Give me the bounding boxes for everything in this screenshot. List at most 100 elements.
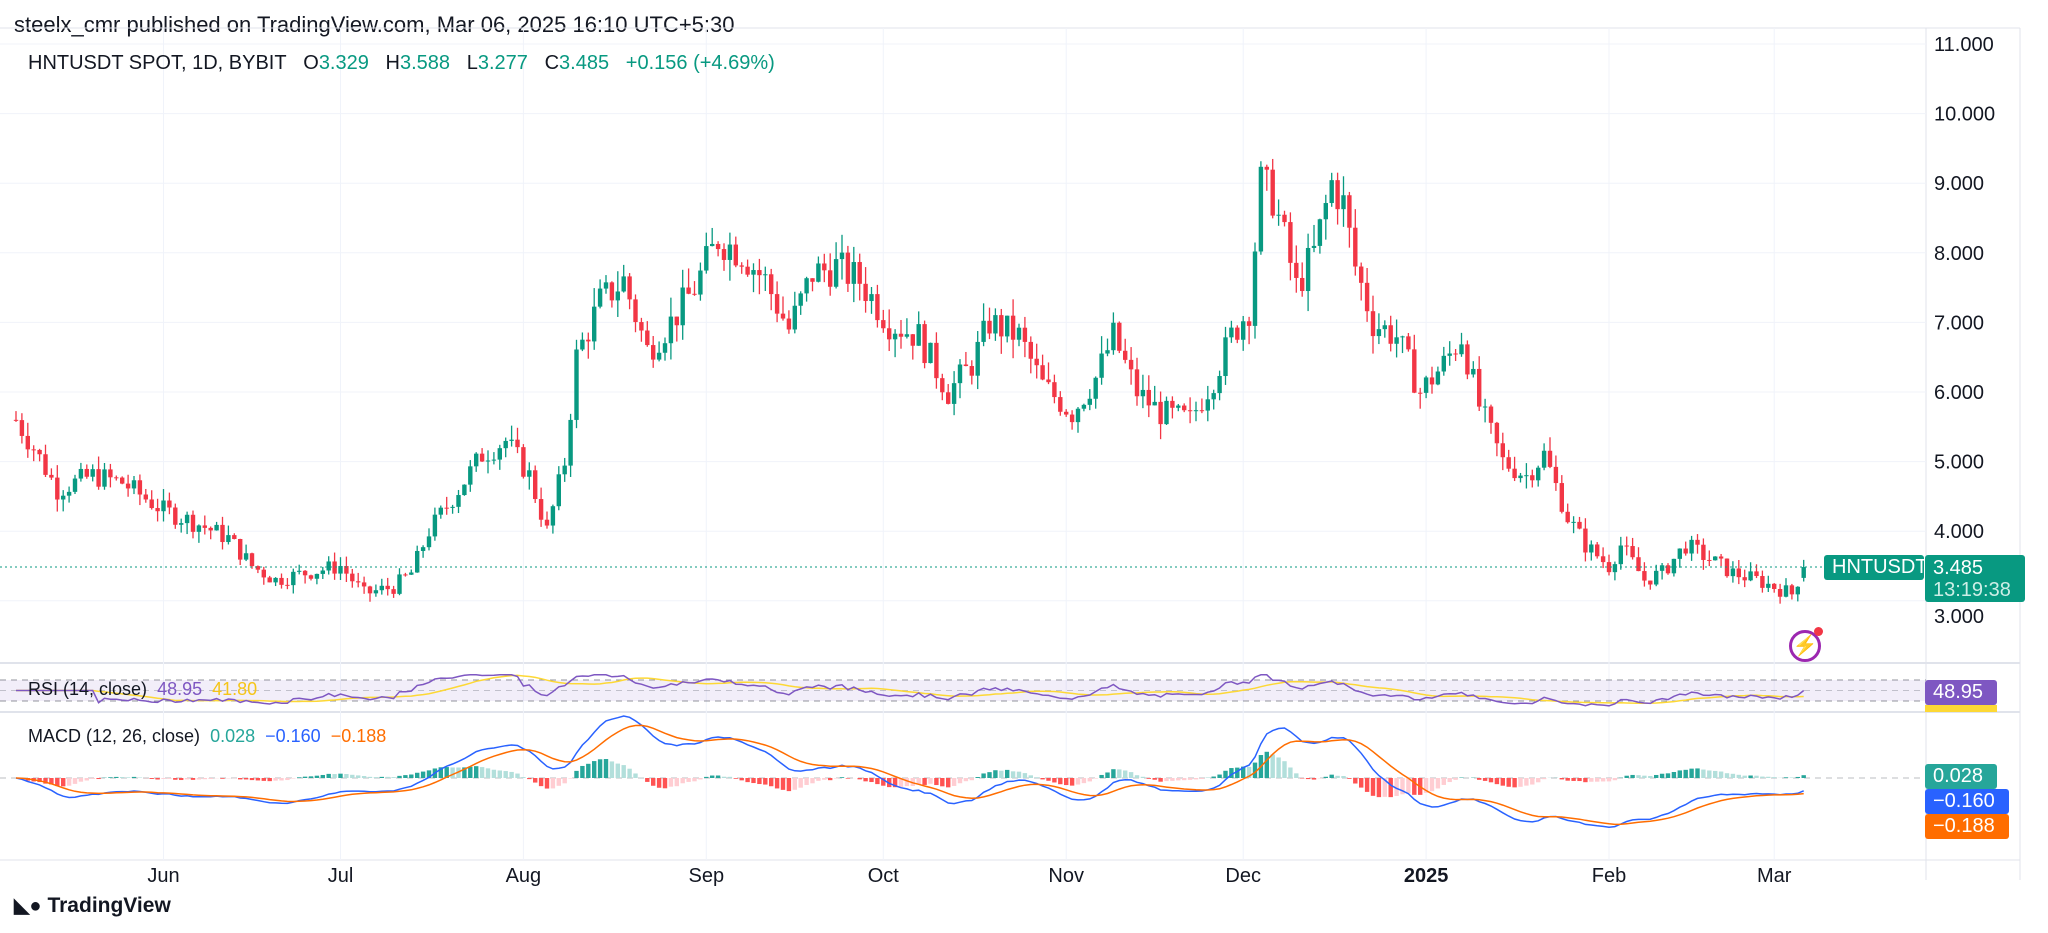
macd-histogram-bar [668, 778, 674, 787]
candle-body [25, 435, 30, 450]
candle-body [1559, 483, 1564, 512]
macd-histogram-bar [184, 778, 190, 780]
rsi-legend[interactable]: RSI (14, close) 48.95 41.80 [28, 679, 257, 700]
tradingview-logo[interactable]: ◣● TradingView [14, 893, 171, 918]
candle-body [1654, 570, 1659, 585]
candle-body [1429, 377, 1435, 385]
macd-histogram-bar [37, 778, 42, 783]
macd-histogram-bar [1388, 778, 1393, 798]
candle-body [1158, 401, 1163, 425]
candle-body [120, 477, 125, 484]
macd-histogram-bar [704, 776, 709, 778]
macd-histogram-bar [379, 776, 384, 778]
macd-histogram-bar [279, 778, 284, 781]
macd-histogram-bar [120, 777, 125, 778]
macd-histogram-bar [1707, 770, 1712, 778]
macd-histogram-bar [1305, 778, 1311, 780]
candle-body [456, 495, 461, 507]
macd-histogram-bar [715, 775, 721, 778]
macd-histogram-bar [297, 777, 302, 778]
candle-body [1052, 382, 1057, 398]
symbol-title: HNTUSDT SPOT, 1D, BYBIT [28, 52, 287, 74]
macd-histogram-bar [1559, 778, 1564, 780]
candle-body [1028, 341, 1033, 359]
candle-body [1093, 377, 1098, 399]
macd-histogram-bar [1713, 770, 1718, 778]
macd-histogram-bar [314, 775, 320, 778]
macd-histogram-bar [1648, 775, 1653, 778]
macd-histogram-bar [1400, 778, 1405, 795]
time-tick-label: Mar [1757, 865, 1792, 887]
macd-histogram-bar [603, 759, 609, 778]
candle-body [1689, 539, 1694, 554]
macd-histogram-bar [686, 778, 691, 782]
candle-body [1536, 467, 1541, 481]
macd-histogram-bar [1211, 776, 1216, 778]
candle-body [1618, 545, 1623, 565]
candle-body [1642, 571, 1647, 581]
rsi-ma-line [16, 674, 1804, 704]
macd-histogram-bar [904, 778, 910, 787]
candle-body [420, 547, 426, 551]
macd-histogram-bar [220, 778, 225, 779]
candle-body [1370, 311, 1376, 337]
macd-histogram-bar [391, 777, 396, 778]
candle-body [1648, 580, 1653, 585]
macd-histogram-bar [1364, 778, 1370, 792]
macd-histogram-bar [261, 778, 266, 781]
candle-body [586, 339, 591, 342]
macd-histogram-bar [43, 778, 48, 784]
macd-histogram-bar [627, 768, 632, 778]
macd-histogram-bar [975, 777, 980, 778]
macd-histogram-bar [326, 773, 331, 778]
candle-body [651, 345, 656, 360]
macd-histogram-bar [1311, 778, 1317, 780]
candle-body [1241, 321, 1246, 340]
macd-histogram-bar [1270, 754, 1275, 778]
macd-histogram-bar [1760, 776, 1765, 778]
candle-body [1730, 568, 1736, 577]
macd-histogram-bar [875, 778, 880, 785]
candle-body [302, 570, 308, 576]
macd-legend[interactable]: MACD (12, 26, close) 0.028 −0.160 −0.188 [28, 726, 386, 747]
candle-body [946, 392, 951, 404]
symbol-price-tag: HNTUSDT [1824, 555, 1928, 580]
candle-body [49, 474, 54, 478]
candle-body [1482, 406, 1488, 408]
candle-body [1512, 468, 1517, 479]
price-tick-label: 5.000 [1934, 452, 1984, 474]
macd-histogram-bar [745, 778, 750, 783]
time-tick-label: Oct [868, 865, 900, 887]
candle-body [1606, 562, 1612, 573]
macd-histogram-bar [568, 778, 573, 779]
macd-histogram-bar [491, 769, 497, 778]
macd-histogram-bar [1423, 778, 1429, 793]
macd-histogram-bar [1506, 778, 1511, 787]
candle-body [297, 570, 302, 572]
candle-body [715, 243, 721, 250]
candle-body [1123, 350, 1128, 360]
macd-histogram-bar [1288, 767, 1293, 778]
macd-histogram-bar [1353, 778, 1358, 784]
candle-body [243, 553, 249, 560]
macd-histogram-bar [90, 778, 95, 779]
close-value: 3.485 [559, 52, 610, 74]
macd-histogram-bar [1583, 778, 1588, 783]
candle-body [468, 466, 473, 485]
lightning-icon[interactable]: ⚡ [1789, 627, 1823, 662]
candle-body [1577, 521, 1582, 529]
macd-histogram-bar [1028, 775, 1033, 778]
candle-body [1288, 222, 1293, 263]
macd-histogram-bar [1187, 778, 1193, 780]
macd-histogram-bar [1477, 778, 1482, 780]
candle-body [137, 480, 143, 495]
candle-body [1128, 359, 1134, 370]
candle-body [1713, 556, 1718, 561]
macd-histogram-bar [1022, 773, 1028, 778]
macd-histogram-bar [1512, 778, 1517, 788]
macd-histogram-bar [1193, 778, 1199, 780]
macd-histogram-bar [190, 778, 196, 780]
candle-body [580, 339, 585, 350]
candle-body [1465, 344, 1470, 375]
